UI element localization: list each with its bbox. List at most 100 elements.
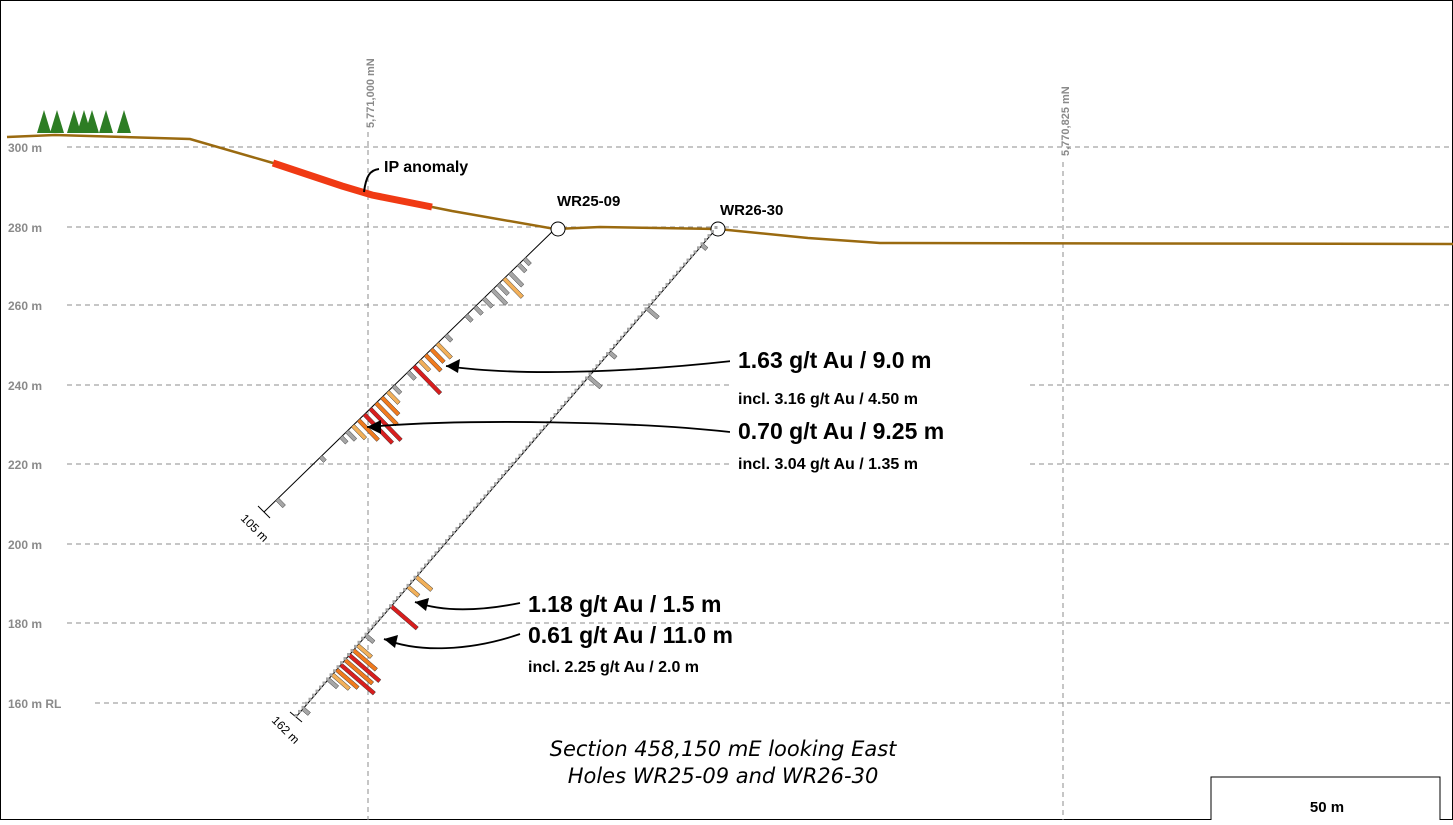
sample-tick (445, 539, 448, 543)
sample-tick (595, 364, 599, 368)
sample-tick (413, 575, 417, 579)
sample-tick (630, 323, 634, 327)
sample-tick (679, 266, 683, 270)
sample-tick (697, 246, 700, 250)
assay-bar (345, 429, 358, 442)
arrowhead-icon (415, 598, 429, 611)
intercept-main: 1.63 g/t Au / 9.0 m (738, 347, 931, 373)
sample-tick (711, 230, 714, 234)
intercept-incl: incl. 3.04 g/t Au / 1.35 m (738, 456, 918, 473)
assay-histograms (275, 226, 718, 717)
assay-bar (339, 435, 349, 445)
arrowhead-icon (384, 635, 398, 648)
intercept-incl: incl. 3.16 g/t Au / 4.50 m (738, 391, 918, 408)
rl-label: 300 m (8, 141, 42, 155)
sample-tick (487, 490, 490, 494)
sample-tick (385, 608, 389, 612)
sample-tick (693, 250, 697, 254)
sample-tick (658, 291, 662, 295)
sample-tick (371, 624, 375, 628)
sample-tick (441, 543, 445, 547)
sample-tick (564, 400, 567, 404)
sample-tick (599, 360, 602, 364)
sample-tick (539, 429, 543, 433)
sample-tick (613, 343, 616, 347)
sample-tick (438, 547, 441, 551)
assay-bar (318, 455, 327, 463)
assay-bar (417, 358, 432, 373)
sample-tick (504, 470, 508, 473)
sample-tick (606, 352, 609, 356)
sample-tick (333, 669, 336, 673)
tree-icon (50, 110, 64, 133)
sample-tick (410, 579, 413, 583)
intercept-incl: incl. 2.25 g/t Au / 2.0 m (528, 659, 699, 676)
sample-tick (462, 518, 466, 522)
sample-tick (455, 526, 459, 530)
arrowhead-icon (367, 420, 381, 434)
sample-tick (417, 571, 420, 575)
sample-tick (515, 457, 518, 461)
assay-bar (490, 288, 509, 306)
sample-tick (452, 531, 455, 534)
assay-bar (435, 341, 453, 360)
northing-grid: 5,771,000 mN 5,770,825 mN (365, 58, 1072, 820)
sample-tick (662, 287, 665, 290)
northing-label: 5,771,000 mN (365, 58, 377, 128)
scale-bar-label: 50 m (1310, 799, 1344, 816)
intercept-main: 0.61 g/t Au / 11.0 m (528, 622, 733, 648)
sample-tick (574, 388, 578, 392)
sample-tick (665, 282, 669, 286)
rl-label: 200 m (8, 538, 42, 552)
sample-tick (536, 433, 539, 437)
rl-label: 180 m (8, 617, 42, 631)
sample-tick (707, 234, 711, 238)
sample-tick (480, 498, 483, 502)
assay-bar (368, 406, 403, 442)
sample-tick (494, 482, 497, 486)
assay-bar (429, 347, 446, 364)
sample-tick (392, 600, 396, 604)
sample-tick (329, 673, 333, 677)
sample-tick (690, 254, 693, 258)
assay-bar (700, 243, 709, 251)
sample-tick (588, 372, 592, 376)
sample-tick (518, 453, 522, 457)
sample-tick (354, 644, 357, 648)
assay-bar (335, 667, 360, 690)
assay-bar (608, 350, 618, 360)
ip-anomaly-label: IP anomaly (384, 159, 468, 176)
sample-tick (434, 551, 438, 555)
assay-bar (587, 375, 603, 390)
assay-bar (364, 633, 376, 644)
sample-tick (466, 514, 469, 518)
assay-bar (522, 256, 532, 267)
sample-tick (340, 661, 343, 665)
sample-tick (560, 404, 564, 408)
topography-line (6, 133, 1453, 246)
sample-tick (522, 449, 525, 453)
sample-tick (616, 339, 620, 343)
assay-bar (406, 584, 421, 598)
sample-tick (648, 303, 651, 307)
sample-tick (343, 657, 347, 661)
sample-tick (308, 697, 312, 701)
sample-tick (553, 413, 557, 417)
sample-tick (473, 506, 476, 510)
sample-tick (641, 311, 644, 315)
assay-bar (406, 370, 417, 381)
assay-bar (444, 333, 454, 343)
sample-tick (704, 238, 707, 242)
sample-tick (375, 620, 378, 624)
sample-tick (389, 604, 392, 608)
assay-bar (473, 305, 484, 316)
ip-leader-line (363, 168, 380, 193)
sample-tick (676, 270, 679, 274)
sample-tick (508, 465, 511, 469)
intercept-main: 1.18 g/t Au / 1.5 m (528, 591, 721, 617)
sample-tick (620, 335, 623, 339)
sample-tick (322, 681, 326, 685)
assay-bar (356, 643, 373, 659)
